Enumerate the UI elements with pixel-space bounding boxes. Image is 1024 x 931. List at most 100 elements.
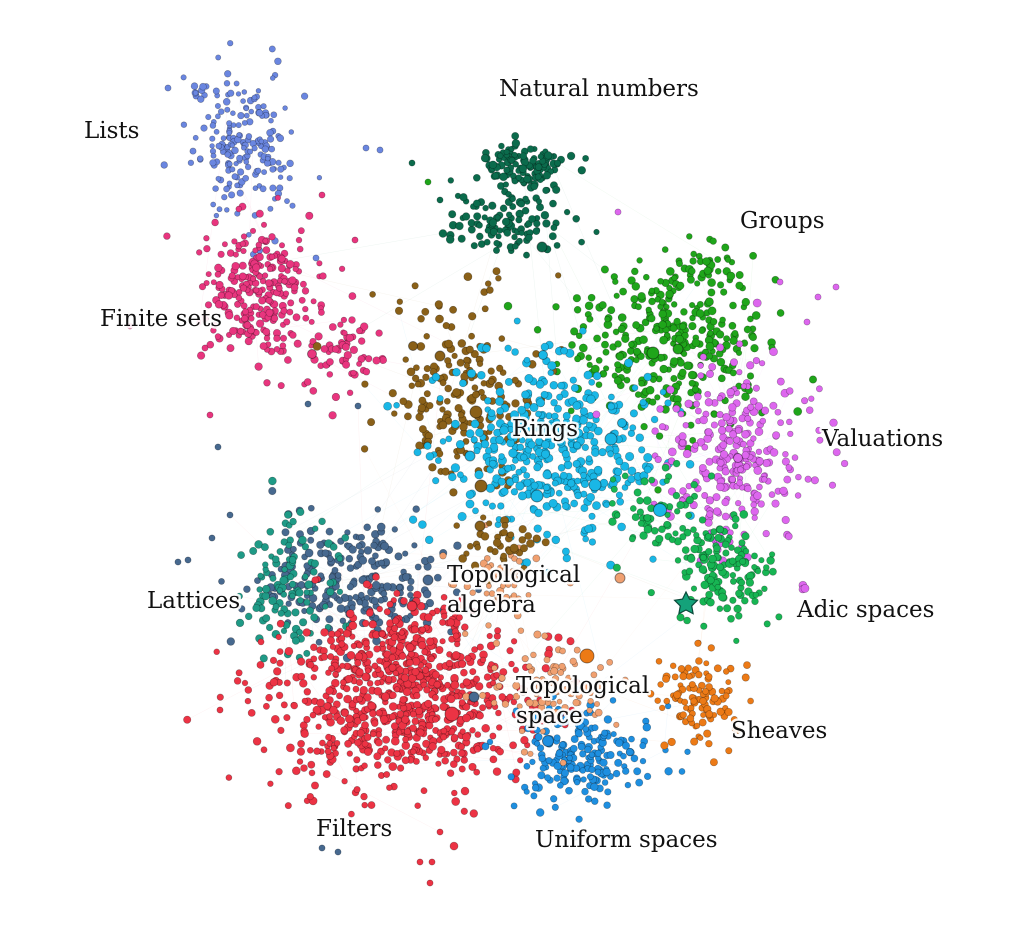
graph-node <box>532 227 541 235</box>
graph-node <box>709 758 718 767</box>
graph-node <box>696 437 706 447</box>
graph-node <box>687 370 697 380</box>
graph-node <box>440 612 448 620</box>
graph-node <box>716 563 724 572</box>
graph-node <box>260 746 268 754</box>
graph-node <box>230 122 237 128</box>
graph-node <box>705 341 715 351</box>
graph-node <box>496 586 505 596</box>
graph-node <box>458 765 466 773</box>
graph-node <box>744 484 752 493</box>
graph-node <box>712 493 721 502</box>
graph-node <box>205 271 212 278</box>
graph-node <box>303 649 311 657</box>
graph-node <box>553 774 561 782</box>
graph-node <box>629 505 637 512</box>
graph-node <box>432 715 439 723</box>
graph-node <box>255 209 264 218</box>
graph-node <box>394 552 403 561</box>
graph-node <box>468 332 476 340</box>
graph-node <box>231 238 238 245</box>
graph-node <box>252 603 261 613</box>
graph-node <box>521 206 530 215</box>
graph-node <box>517 491 527 501</box>
graph-node <box>755 457 764 466</box>
graph-node <box>499 425 509 435</box>
hub-node <box>307 349 317 359</box>
graph-node <box>752 384 760 392</box>
graph-node <box>277 254 286 263</box>
graph-node <box>252 737 262 746</box>
graph-node <box>579 407 589 416</box>
graph-node <box>345 333 354 342</box>
graph-node <box>319 739 326 747</box>
graph-node <box>705 352 713 360</box>
graph-node <box>593 700 601 708</box>
graph-node <box>795 473 802 481</box>
graph-node <box>296 657 306 666</box>
graph-node <box>503 593 510 601</box>
graph-node <box>214 263 223 272</box>
graph-node <box>645 306 652 313</box>
hub-node <box>422 574 434 586</box>
graph-node <box>314 332 323 341</box>
graph-node <box>638 380 645 387</box>
graph-node <box>280 307 288 315</box>
graph-node <box>697 362 704 369</box>
graph-node <box>575 692 583 700</box>
graph-node <box>787 430 794 438</box>
graph-node <box>532 676 541 684</box>
graph-node <box>243 112 250 119</box>
graph-node <box>369 709 377 718</box>
graph-node <box>529 403 539 412</box>
graph-node <box>683 528 692 537</box>
graph-node <box>664 511 671 519</box>
graph-node <box>237 551 246 560</box>
graph-node <box>749 251 758 260</box>
graph-node <box>302 314 310 322</box>
graph-node <box>391 410 398 417</box>
graph-node <box>484 280 492 287</box>
graph-node <box>592 501 601 511</box>
graph-node <box>318 844 326 852</box>
graph-node <box>735 281 744 290</box>
graph-node <box>536 398 545 408</box>
graph-node <box>558 662 566 670</box>
graph-node <box>746 372 755 380</box>
graph-node <box>647 588 655 597</box>
graph-node <box>506 647 514 655</box>
graph-node <box>402 735 410 743</box>
graph-node <box>602 348 610 356</box>
graph-node <box>421 666 430 674</box>
graph-node <box>396 298 404 305</box>
graph-node <box>402 687 412 697</box>
graph-node <box>525 698 534 707</box>
graph-node <box>734 426 743 435</box>
graph-node <box>495 275 502 282</box>
graph-node <box>409 710 417 718</box>
graph-node <box>762 529 770 538</box>
graph-node <box>460 668 468 677</box>
graph-node <box>257 638 265 646</box>
graph-node <box>235 618 245 628</box>
graph-node <box>544 713 551 721</box>
graph-node <box>210 201 217 208</box>
graph-node <box>631 513 640 522</box>
graph-node <box>469 727 476 734</box>
graph-node <box>540 728 546 735</box>
graph-node <box>532 554 541 563</box>
graph-node <box>321 549 330 557</box>
graph-node <box>275 159 282 166</box>
graph-node <box>637 352 645 361</box>
graph-node <box>234 300 242 308</box>
graph-node <box>688 681 696 689</box>
graph-node <box>423 364 431 373</box>
graph-node <box>609 476 617 483</box>
graph-node <box>542 687 549 694</box>
graph-node <box>621 767 630 775</box>
graph-node <box>577 710 584 717</box>
graph-node <box>713 664 722 673</box>
hub-node <box>406 600 418 612</box>
graph-node <box>816 436 824 444</box>
graph-node <box>658 704 666 712</box>
